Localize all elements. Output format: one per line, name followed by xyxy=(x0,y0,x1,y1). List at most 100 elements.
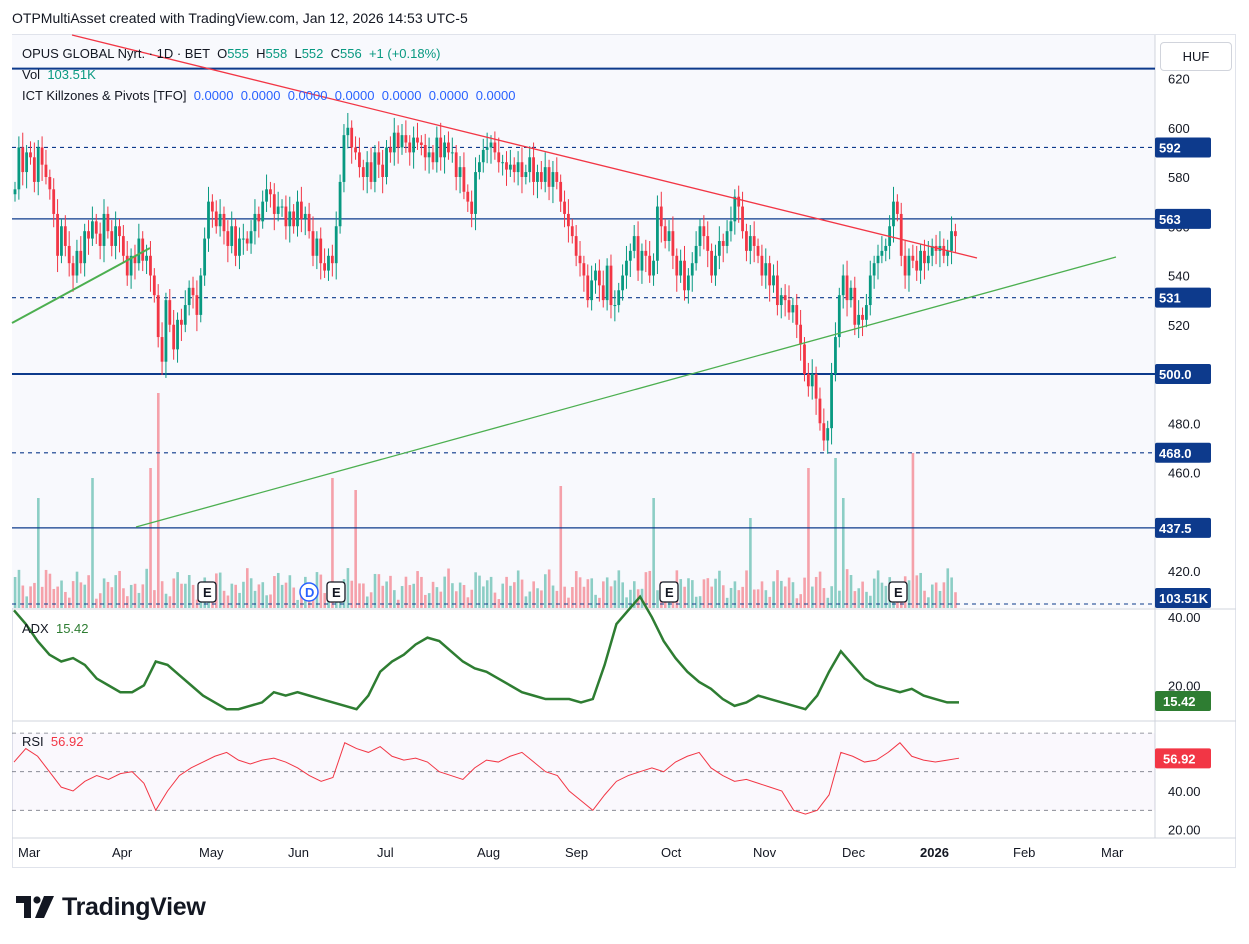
adx-tick-label: 20.00 xyxy=(1168,678,1201,693)
adx-value: 15.42 xyxy=(55,621,89,636)
volume-bar xyxy=(872,578,876,608)
volume-bar xyxy=(149,468,152,608)
volume-bar xyxy=(424,594,427,608)
volume-bar xyxy=(617,570,621,608)
candle-body xyxy=(741,206,744,232)
volume-bar xyxy=(381,585,385,608)
candle-body xyxy=(895,201,899,214)
rsi-value: 56.92 xyxy=(50,734,84,749)
candle-body xyxy=(760,255,764,276)
volume-bar xyxy=(300,588,303,608)
candle-body xyxy=(40,147,44,165)
tradingview-logo[interactable]: TradingView xyxy=(16,892,206,922)
price-level-tag xyxy=(1155,364,1211,384)
candle-body xyxy=(164,300,168,362)
candle-body xyxy=(648,255,652,276)
volume-bar xyxy=(29,586,32,608)
candle-body xyxy=(640,250,644,271)
earnings-marker-label: E xyxy=(203,585,212,600)
high-value: 558 xyxy=(265,46,288,61)
candle-body xyxy=(748,236,752,251)
volume-bar xyxy=(567,597,570,608)
volume-bar xyxy=(722,585,725,608)
volume-bar xyxy=(319,574,323,608)
candle-body xyxy=(330,255,334,264)
volume-bar xyxy=(52,588,56,608)
ict-value: 0.0000 xyxy=(475,88,516,103)
volume-bar xyxy=(745,570,748,608)
candle-body xyxy=(524,172,528,177)
candle-body xyxy=(861,314,864,320)
volume-bar xyxy=(153,590,156,608)
low-value: 552 xyxy=(301,46,324,61)
price-tick-label: 520 xyxy=(1168,318,1190,333)
volume-bar xyxy=(919,572,922,608)
volume-bar xyxy=(524,596,528,608)
candle-body xyxy=(280,206,284,208)
candle-body xyxy=(439,137,443,158)
volume-bar xyxy=(509,585,512,608)
currency-button[interactable]: HUF xyxy=(1160,42,1232,71)
volume-bar xyxy=(71,581,75,608)
volume-bar xyxy=(129,584,133,608)
volume-bar xyxy=(725,597,729,608)
candle-body xyxy=(98,233,102,246)
candle-body xyxy=(44,164,48,177)
volume-bar xyxy=(176,572,179,608)
candle-body xyxy=(199,275,203,315)
candle-body xyxy=(338,181,342,227)
candle-body xyxy=(334,226,338,264)
volume-bar xyxy=(934,582,938,608)
candle-body xyxy=(87,231,90,239)
candle-body xyxy=(218,213,222,227)
volume-bar xyxy=(478,575,481,608)
volume-bar xyxy=(184,583,187,608)
volume-bar xyxy=(191,584,195,608)
volume-bar xyxy=(17,569,21,608)
volume-bar xyxy=(292,587,296,608)
volume-bar xyxy=(768,596,772,608)
candle-body xyxy=(183,305,187,325)
candle-body xyxy=(814,374,818,399)
candle-body xyxy=(803,344,806,374)
candle-body xyxy=(149,255,152,276)
candle-body xyxy=(853,287,857,325)
volume-bar xyxy=(98,593,102,608)
volume-bar xyxy=(807,468,810,608)
candle-body xyxy=(923,250,926,264)
volume-bar xyxy=(733,581,737,608)
candle-body xyxy=(857,314,861,325)
price-level-tag xyxy=(1155,208,1211,229)
candle-body xyxy=(203,238,207,276)
candle-body xyxy=(373,152,377,182)
candle-body xyxy=(381,164,385,177)
volume-tag xyxy=(1155,588,1211,608)
candle-body xyxy=(950,231,953,251)
volume-bar xyxy=(25,596,29,608)
candle-body xyxy=(613,305,617,307)
candle-body xyxy=(470,201,474,214)
ict-value: 0.0000 xyxy=(287,88,328,103)
volume-bar xyxy=(540,590,543,608)
candle-body xyxy=(419,142,423,145)
volume-bar xyxy=(683,586,686,608)
candle-body xyxy=(396,132,400,148)
volume-bar xyxy=(44,569,48,608)
volume-bar xyxy=(687,578,690,608)
candle-body xyxy=(265,189,268,202)
candle-body xyxy=(114,226,118,246)
tradingview-logo-icon xyxy=(16,896,54,918)
volume-bar xyxy=(799,594,803,608)
volume-bar xyxy=(242,581,245,608)
volume-bar xyxy=(273,576,276,608)
volume-bar xyxy=(404,576,408,608)
candle-body xyxy=(253,213,257,232)
volume-value: 103.51K xyxy=(47,67,96,82)
earnings-marker xyxy=(197,581,217,603)
volume-bar xyxy=(431,581,435,608)
candle-body xyxy=(52,189,56,214)
candle-body xyxy=(156,295,160,338)
volume-bar xyxy=(853,591,857,608)
earnings-marker-label: E xyxy=(665,585,674,600)
